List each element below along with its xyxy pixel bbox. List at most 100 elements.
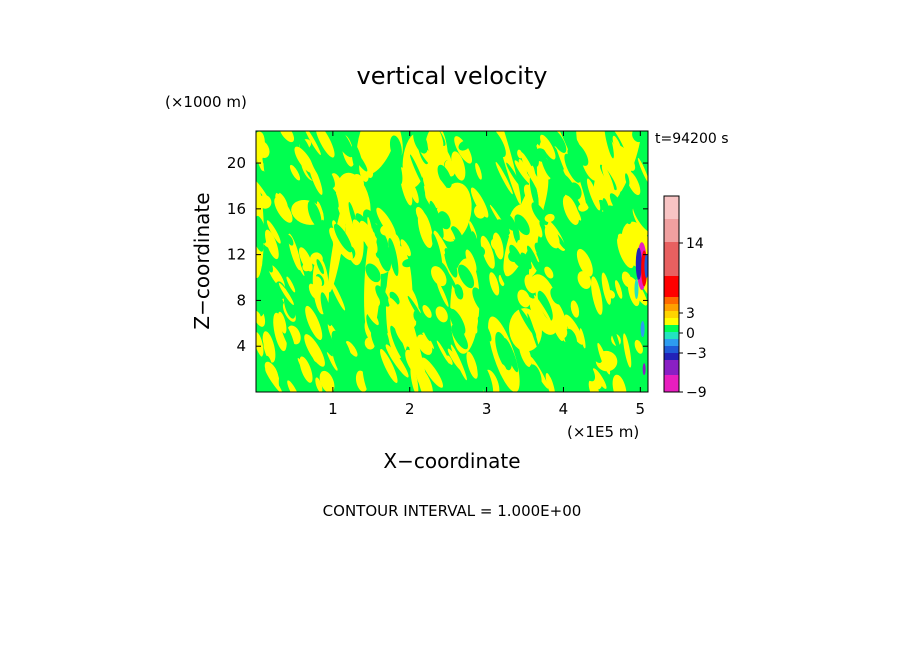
velocity-streak	[544, 225, 560, 249]
velocity-streak	[475, 162, 482, 180]
velocity-streak	[592, 368, 607, 389]
velocity-streak	[415, 366, 433, 392]
velocity-streak	[425, 190, 438, 206]
x-unit-label: (×1E5 m)	[567, 423, 639, 441]
velocity-streak	[400, 239, 411, 257]
velocity-streak	[608, 318, 621, 352]
velocity-streak	[263, 153, 277, 191]
velocity-streak	[534, 242, 549, 263]
colorbar	[664, 196, 679, 392]
velocity-streak	[274, 197, 293, 223]
velocity-streak	[534, 221, 543, 238]
velocity-streak	[564, 314, 584, 345]
velocity-streak	[573, 266, 584, 298]
disturbance-contour	[640, 321, 645, 338]
velocity-streak	[540, 134, 556, 160]
velocity-streak	[409, 154, 425, 187]
velocity-streak	[294, 146, 314, 173]
velocity-streak	[601, 164, 615, 194]
velocity-streak	[572, 135, 586, 164]
velocity-streak	[635, 169, 648, 195]
x-axis-label: X−coordinate	[383, 449, 520, 473]
velocity-streak	[290, 270, 303, 287]
velocity-streak	[506, 162, 522, 187]
velocity-streak	[605, 212, 619, 242]
velocity-streak	[431, 232, 443, 267]
velocity-streak	[558, 208, 575, 241]
velocity-streak	[394, 322, 412, 347]
velocity-streak	[431, 266, 447, 287]
velocity-streak	[351, 174, 364, 191]
velocity-streak	[289, 246, 305, 276]
velocity-streak	[632, 204, 648, 233]
velocity-streak	[570, 300, 580, 318]
plot-frame	[255, 130, 649, 393]
velocity-streak	[364, 304, 379, 326]
velocity-streak	[394, 307, 412, 336]
velocity-streak	[550, 287, 562, 305]
x-tick-label: 5	[636, 400, 646, 418]
velocity-streak	[578, 202, 589, 212]
velocity-streak	[315, 377, 323, 392]
velocity-streak	[545, 373, 556, 392]
velocity-streak	[359, 220, 378, 254]
x-tick-label: 1	[328, 400, 338, 418]
velocity-streak	[278, 372, 294, 392]
colorbar-segment	[664, 332, 679, 339]
velocity-streak	[517, 254, 525, 264]
colorbar-segment	[664, 318, 679, 325]
velocity-streak	[448, 307, 466, 344]
x-tick-label: 3	[482, 400, 492, 418]
velocity-streak	[380, 348, 398, 383]
velocity-streak	[625, 173, 630, 186]
velocity-streak	[363, 209, 376, 228]
velocity-streak	[264, 361, 279, 381]
velocity-streak	[526, 245, 540, 273]
velocity-streak	[323, 325, 330, 345]
velocity-streak	[256, 332, 264, 356]
velocity-streak	[503, 213, 516, 231]
velocity-streak	[389, 135, 402, 161]
velocity-streak	[495, 161, 513, 195]
velocity-streak	[600, 149, 611, 170]
y-tick-label: 20	[227, 154, 246, 172]
velocity-streak	[499, 363, 508, 378]
velocity-streak	[332, 336, 339, 352]
velocity-streak	[262, 331, 276, 363]
velocity-streak	[541, 154, 553, 179]
velocity-streak	[307, 200, 322, 227]
velocity-streak	[390, 325, 407, 362]
velocity-streak	[299, 356, 313, 383]
y-unit-label: (×1000 m)	[165, 93, 247, 111]
velocity-streak	[450, 344, 467, 381]
velocity-streak	[305, 305, 323, 341]
velocity-streak	[304, 334, 325, 367]
disturbance-contour	[644, 254, 648, 279]
y-tick-label: 12	[227, 246, 246, 264]
velocity-streak	[617, 233, 635, 269]
velocity-streak	[584, 321, 597, 336]
velocity-streak	[365, 263, 381, 283]
velocity-streak	[564, 153, 581, 183]
velocity-streak	[416, 360, 425, 379]
velocity-streak	[637, 157, 648, 184]
velocity-streak	[286, 276, 296, 293]
velocity-streak	[376, 207, 396, 237]
velocity-streak	[399, 167, 413, 206]
velocity-streak	[315, 131, 335, 158]
updraft-region	[356, 131, 400, 175]
velocity-streak	[256, 288, 265, 317]
velocity-streak	[574, 371, 591, 392]
velocity-streak	[641, 192, 648, 217]
velocity-streak	[577, 271, 592, 290]
velocity-streak	[333, 223, 353, 253]
x-tick-label: 4	[559, 400, 569, 418]
velocity-streak	[256, 140, 270, 158]
velocity-streak	[259, 295, 265, 308]
velocity-streak	[450, 226, 465, 249]
velocity-streak	[458, 264, 475, 289]
velocity-streak	[266, 220, 281, 244]
velocity-streak	[503, 337, 519, 373]
velocity-streak	[517, 239, 525, 250]
velocity-streak	[444, 269, 458, 292]
